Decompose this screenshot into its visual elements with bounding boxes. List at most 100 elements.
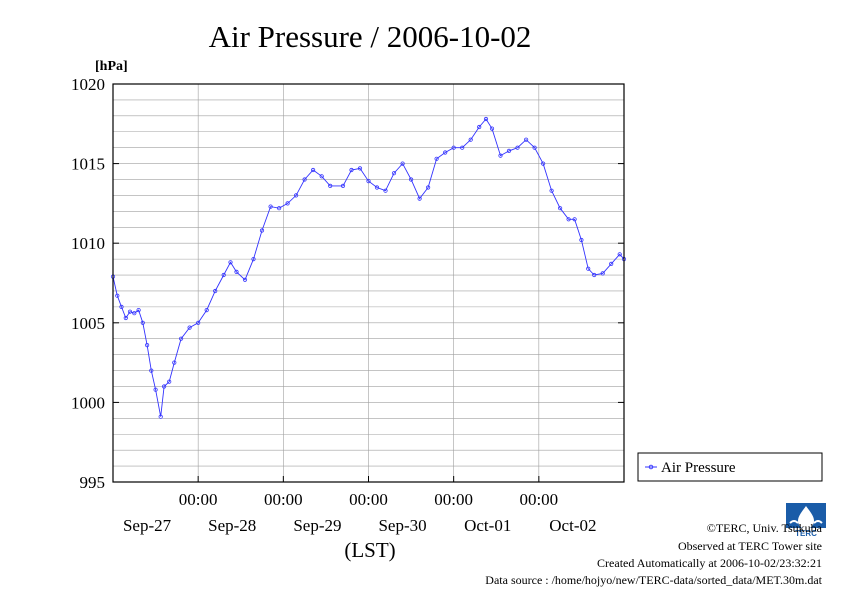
legend-marker-swatch [648,464,654,470]
data-point [172,360,177,365]
x-tick-label-date: Sep-30 [378,516,426,535]
x-tick-label-time: 00:00 [519,490,558,509]
data-point [417,196,422,201]
data-point [123,315,128,321]
x-tick-label-date: Sep-28 [208,516,256,535]
data-point [383,188,388,193]
data-point [443,150,448,155]
data-point [468,137,473,142]
x-tick-label-time: 00:00 [264,490,303,509]
data-point [145,342,150,348]
data-point [586,266,591,271]
y-tick-label: 1020 [71,75,105,94]
y-tick-label: 1015 [71,155,105,174]
data-point [328,183,333,188]
data-point [242,277,248,282]
data-point [140,320,145,325]
data-point [451,145,456,150]
logo-wave-shape [789,520,823,524]
data-point [213,288,218,294]
data-point [153,387,158,392]
data-point [617,252,622,257]
data-point [566,217,571,222]
data-point [506,148,512,153]
y-tick-label: 995 [80,473,106,492]
data-point [132,311,137,316]
data-point [477,124,482,130]
data-point [425,185,431,190]
data-point [302,177,307,182]
x-tick-label-time: 00:00 [349,490,388,509]
legend-box [637,452,823,482]
data-point [228,260,233,265]
data-point [349,167,354,173]
data-point [592,272,597,278]
y-tick-label: 1000 [71,393,105,412]
series-line [112,118,625,417]
data-point [523,137,529,142]
data-point [489,126,495,131]
data-point [167,379,172,384]
data-point [127,309,133,314]
y-tick-labels: 995 1000 1005 1010 1015 1020 [71,75,624,492]
data-point [483,116,489,122]
data-point [196,320,201,325]
data-point [357,166,363,171]
logo-text: TERC [795,529,817,537]
x-tick-label-date: Oct-02 [549,516,596,535]
data-point [187,325,192,330]
x-axis-label: (LST) [344,538,395,562]
data-point [251,256,256,262]
data-point [408,177,414,182]
data-point [149,368,154,373]
y-axis-unit: [hPa] [95,59,128,74]
data-point [600,271,605,276]
data-point [515,145,520,150]
data-point [434,156,439,161]
data-point [532,145,537,150]
data-point [293,193,299,198]
data-point [579,237,584,243]
data-point [268,204,273,209]
data-point [179,336,184,341]
data-point [310,167,316,173]
x-tick-label-time: 00:00 [179,490,218,509]
data-point [136,307,141,313]
data-point [158,414,163,419]
y-tick-label: 1010 [71,234,105,253]
copyright-text: ©TERC, Univ. Tsukuba [706,521,822,535]
data-point [391,171,397,176]
x-tick-label-date: Sep-29 [293,516,341,535]
created-text: Created Automatically at 2006-10-02/23:3… [597,556,822,570]
data-point [234,269,239,274]
x-tick-label-date: Sep-27 [123,516,172,535]
data-point [276,206,282,211]
grid-lines [113,84,624,482]
terc-logo-icon: TERC [786,503,826,537]
x-tick-labels: 00:00 00:00 00:00 00:00 00:00 Sep-27 Sep-28 Sep… [123,476,597,535]
data-point [221,272,226,278]
logo-text-band [786,528,826,537]
data-point [340,183,346,188]
data-point [162,384,167,389]
data-point [572,217,577,222]
legend-label: Air Pressure [661,460,736,476]
observed-text: Observed at TERC Tower site [677,539,822,553]
data-point [557,206,563,211]
logo-drop-shape [798,506,814,529]
data-point [609,261,614,266]
data-point [540,161,546,166]
data-point [400,161,405,166]
x-tick-label-date: Oct-01 [464,516,511,535]
data-point [119,304,124,309]
legend: Air Pressure [637,452,823,482]
data-point [285,201,290,206]
data-point [115,293,120,298]
data-point [319,174,324,179]
x-tick-label-time: 00:00 [434,490,473,509]
data-point [460,145,465,150]
data-point [549,188,554,193]
data-point [366,179,371,184]
data-source-text: Data source : /home/hojyo/new/TERC-data/… [485,573,822,587]
data-point [204,307,209,313]
